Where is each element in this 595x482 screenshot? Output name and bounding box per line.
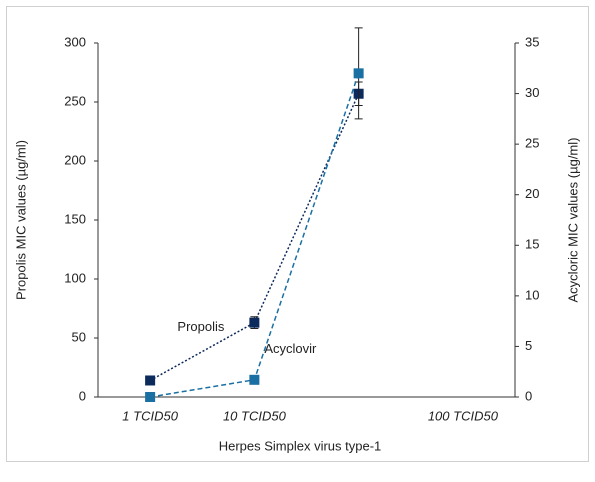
y2-tick-label: 10 bbox=[525, 287, 539, 302]
series-line bbox=[150, 73, 360, 398]
x-tick-label: 100 TCID50 bbox=[428, 408, 499, 423]
y-axis-title: Propolis MIC values (µg/ml) bbox=[13, 140, 28, 300]
y2-tick-label: 25 bbox=[525, 136, 539, 151]
marker bbox=[353, 68, 364, 79]
x-tick-label: 10 TCID50 bbox=[223, 408, 287, 423]
y2-tick-label: 35 bbox=[525, 34, 539, 49]
series-label: Acyclovir bbox=[264, 341, 317, 356]
y-tick-label: 300 bbox=[64, 34, 86, 49]
series-label: Propolis bbox=[177, 319, 224, 334]
marker bbox=[145, 392, 156, 402]
y-tick-label: 150 bbox=[64, 211, 86, 226]
y2-axis-title: Acycloric MIC values (µg/ml) bbox=[565, 138, 580, 303]
y-tick-label: 100 bbox=[64, 270, 86, 285]
y2-tick-label: 5 bbox=[525, 338, 532, 353]
marker bbox=[249, 374, 260, 385]
marker bbox=[249, 317, 260, 328]
x-axis-title: Herpes Simplex virus type-1 bbox=[219, 438, 382, 453]
y2-tick-label: 0 bbox=[525, 388, 532, 403]
y2-tick-label: 15 bbox=[525, 237, 539, 252]
y2-tick-label: 20 bbox=[525, 186, 539, 201]
x-tick-label: 1 TCID50 bbox=[122, 408, 178, 423]
y-tick-label: 250 bbox=[64, 93, 86, 108]
series-line bbox=[149, 93, 360, 382]
frame bbox=[6, 6, 589, 462]
y2-tick-label: 30 bbox=[525, 85, 539, 100]
y-tick-label: 200 bbox=[64, 152, 86, 167]
marker bbox=[145, 375, 156, 386]
y-tick-label: 50 bbox=[72, 329, 86, 344]
y-tick-label: 0 bbox=[79, 388, 86, 403]
